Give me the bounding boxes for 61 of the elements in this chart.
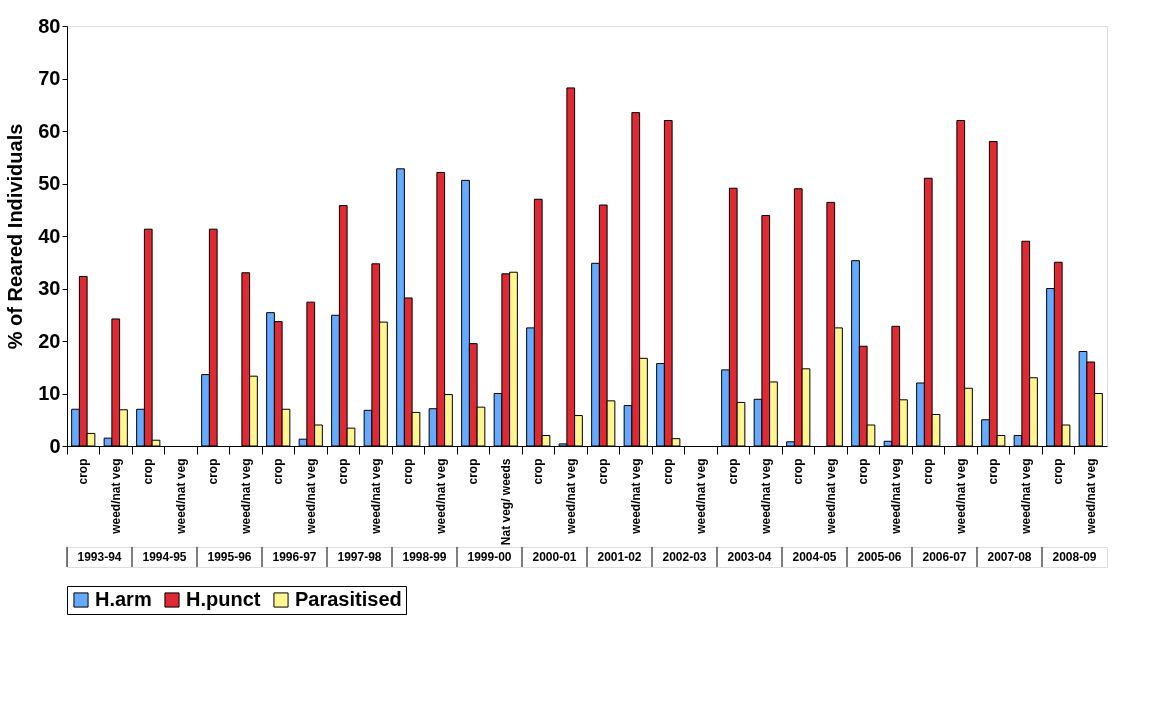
x-tick-label: weed/nat veg: [1018, 458, 1033, 535]
x-tick-label: weed/nat veg: [563, 458, 578, 535]
x-tick-label: crop: [986, 458, 1001, 485]
text: 2007-08: [987, 550, 1032, 564]
text: 1994-95: [142, 550, 187, 564]
y-axis-title: % of Reared Individuals: [4, 123, 27, 350]
text: 1996-97: [272, 550, 317, 564]
x-tick-label: crop: [726, 458, 741, 485]
x-tick-label: crop: [206, 458, 221, 485]
x-tick-label: crop: [661, 458, 676, 485]
x-tick-label: crop: [531, 458, 546, 485]
text: 2004-05: [792, 550, 837, 564]
x-tick-label: crop: [791, 458, 806, 485]
x-tick-label: weed/nat veg: [823, 458, 838, 535]
text: 1993-94: [77, 550, 122, 564]
x-tick-label: weed/nat veg: [108, 458, 123, 535]
x-tick-label: weed/nat veg: [433, 458, 448, 535]
y-tick-label: 50: [38, 172, 61, 194]
text: 1997-98: [337, 550, 382, 564]
text: 2002-03: [662, 550, 707, 564]
x-tick-label: weed/nat veg: [693, 458, 708, 535]
x-tick-label: crop: [401, 458, 416, 485]
text: 1998-99: [402, 550, 447, 564]
x-tick-label: weed/nat veg: [238, 458, 253, 535]
text: 2000-01: [532, 550, 577, 564]
x-tick-label: weed/nat veg: [628, 458, 643, 535]
y-tick-label: 10: [38, 382, 61, 404]
x-tick-label: weed/nat veg: [303, 458, 318, 535]
text: 2005-06: [857, 550, 902, 564]
x-tick-label: crop: [856, 458, 871, 485]
x-tick-label: crop: [466, 458, 481, 485]
text: 2003-04: [727, 550, 772, 564]
x-tick-label: weed/nat veg: [368, 458, 383, 535]
x-tick-label: crop: [76, 458, 91, 485]
x-tick-label: crop: [271, 458, 286, 485]
y-tick-label: 30: [38, 277, 61, 299]
x-tick-label: weed/nat veg: [953, 458, 968, 535]
y-tick-label: 80: [38, 14, 61, 37]
x-tick-label: weed/nat veg: [173, 458, 188, 535]
text: 2006-07: [922, 550, 967, 564]
x-tick-label: weed/nat veg: [1083, 458, 1098, 535]
legend-label: H.punct: [186, 588, 261, 610]
x-tick-label: weed/nat veg: [758, 458, 773, 535]
y-tick-label: 60: [38, 119, 61, 142]
y-tick-label: 40: [38, 224, 61, 247]
legend-label: Parasitised: [295, 588, 402, 610]
y-tick-label: 70: [38, 67, 61, 89]
x-tick-label: crop: [141, 458, 156, 485]
x-tick-label: crop: [1051, 458, 1066, 485]
x-tick-label: crop: [921, 458, 936, 485]
y-tick-label: 20: [38, 329, 61, 352]
x-tick-label: crop: [336, 458, 351, 485]
y-tick-label: 0: [49, 434, 61, 457]
text: 2001-02: [597, 550, 642, 564]
legend-label: H.arm: [95, 588, 152, 610]
x-tick-label: crop: [596, 458, 611, 485]
text: 2008-09: [1052, 550, 1097, 564]
x-tick-label: Nat veg/ weeds: [498, 458, 513, 546]
text: 1999-00: [467, 550, 512, 564]
x-tick-label: weed/nat veg: [888, 458, 903, 535]
text: 1995-96: [207, 550, 252, 564]
